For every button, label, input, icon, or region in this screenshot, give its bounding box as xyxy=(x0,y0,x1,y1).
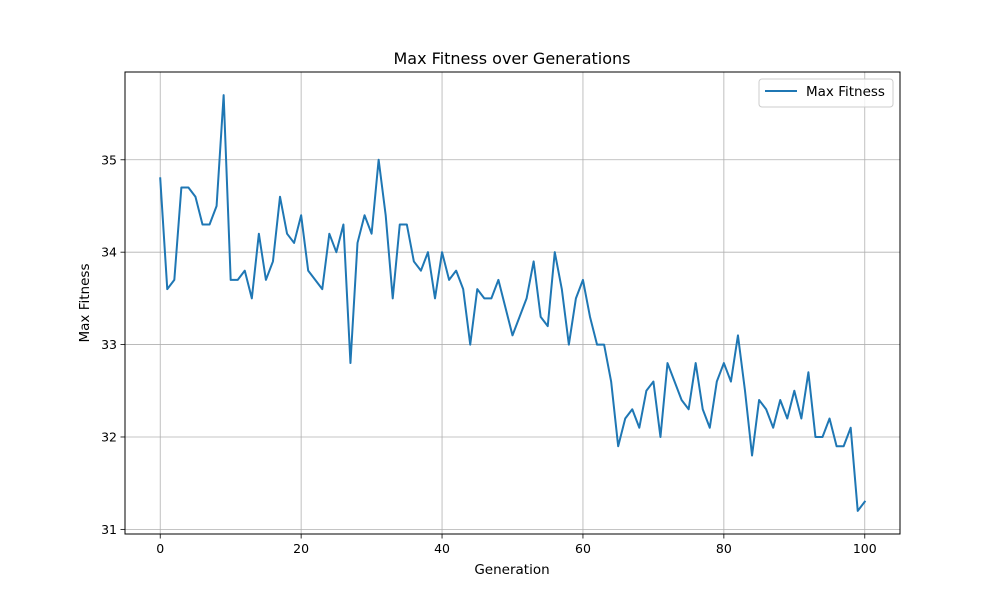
x-tick-label: 100 xyxy=(853,541,877,556)
y-axis-label: Max Fitness xyxy=(77,264,93,343)
y-tick-label: 32 xyxy=(101,429,117,444)
x-tick-label: 80 xyxy=(716,541,732,556)
x-axis-ticks: 0 20 40 60 80 100 xyxy=(156,534,877,556)
x-tick-label: 60 xyxy=(575,541,591,556)
x-tick-label: 40 xyxy=(434,541,450,556)
plot-frame xyxy=(124,71,901,535)
legend: Max Fitness xyxy=(758,78,894,108)
chart-title: Max Fitness over Generations xyxy=(393,49,630,68)
grid xyxy=(125,72,900,534)
plot-area xyxy=(125,72,900,534)
y-tick-label: 34 xyxy=(101,245,117,260)
y-tick-label: 35 xyxy=(101,152,117,167)
y-tick-label: 31 xyxy=(101,522,117,537)
x-tick-label: 20 xyxy=(293,541,309,556)
legend-label-max-fitness: Max Fitness xyxy=(806,84,885,100)
x-tick-label: 0 xyxy=(156,541,164,556)
series-line-max-fitness xyxy=(159,94,867,512)
y-axis-ticks: 31 32 33 34 35 xyxy=(101,152,125,537)
x-axis-label: Generation xyxy=(474,562,549,578)
legend-box xyxy=(758,78,894,108)
series-layer xyxy=(159,94,867,512)
y-tick-label: 33 xyxy=(101,337,117,352)
